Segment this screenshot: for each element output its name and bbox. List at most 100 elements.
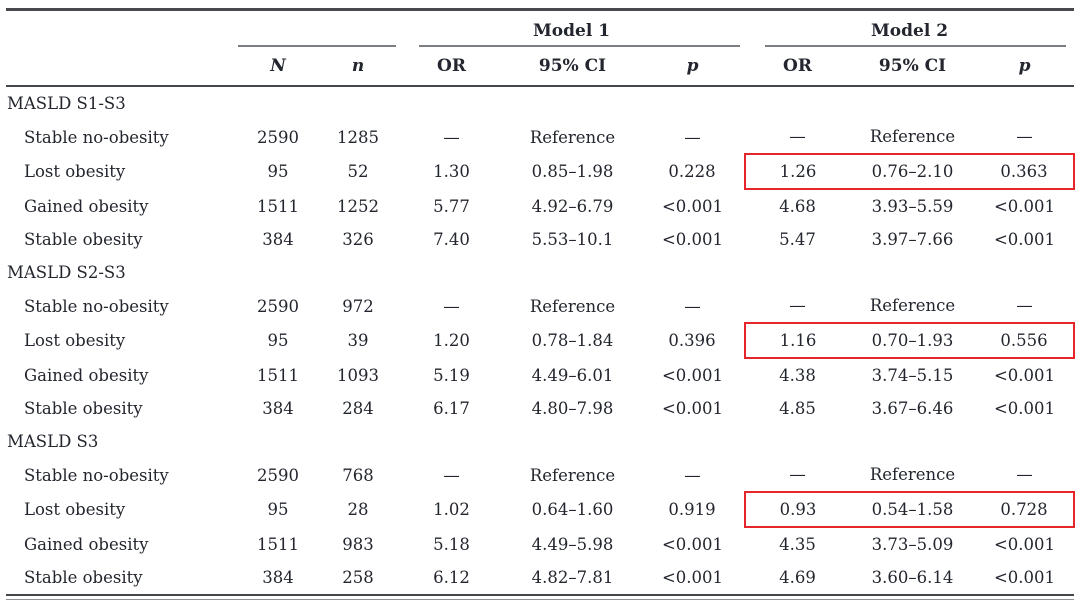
cell-or-m1: — bbox=[443, 127, 460, 147]
cell-ci-m2-highlighted: 0.70–1.93 bbox=[850, 322, 976, 359]
row-label: Lost obesity bbox=[24, 500, 126, 519]
row-label: Lost obesity bbox=[24, 331, 126, 350]
corner-cell bbox=[6, 10, 238, 48]
model2-group-header: Model 2 bbox=[745, 10, 1074, 47]
col-header-p-m1: p bbox=[640, 47, 746, 87]
cell-p-m2: <0.001 bbox=[993, 535, 1056, 554]
cell-ci-m1: 0.64–1.60 bbox=[531, 500, 614, 519]
cell-or-m2-highlighted: 1.26 bbox=[744, 153, 851, 190]
table-body: MASLD S1-S3 Stable no-obesity 2590 1285 — Ref… bbox=[6, 86, 1076, 595]
table-row: Stable no-obesity 2590 768 — Reference — — Refe… bbox=[6, 458, 1074, 492]
section-header-row: MASLD S3 bbox=[6, 425, 1074, 458]
cell-p-m2-highlighted: 0.556 bbox=[975, 322, 1076, 359]
table-row: Lost obesity 95 39 1.20 0.78–1.84 0.396 1.16 0.… bbox=[6, 322, 1076, 359]
cell-ci-m2: Reference bbox=[869, 127, 956, 146]
results-table: Model 1 Model 2 N n OR 95% CI p OR 95% C… bbox=[6, 8, 1076, 596]
section-title: MASLD S1-S3 bbox=[7, 94, 126, 113]
cell-p-m2: — bbox=[1016, 127, 1033, 146]
cell-or-m2: — bbox=[789, 465, 806, 484]
cell-ci-m2: Reference bbox=[869, 465, 956, 484]
cell-n: 983 bbox=[342, 534, 374, 554]
row-label: Gained obesity bbox=[24, 365, 149, 385]
cell-p-m1: <0.001 bbox=[661, 365, 724, 385]
cell-ci-m1: Reference bbox=[529, 296, 616, 316]
cell-n: 1252 bbox=[337, 196, 379, 216]
section-header-row: MASLD S1-S3 bbox=[6, 86, 1074, 120]
cell-p-m2: <0.001 bbox=[993, 366, 1056, 385]
cell-p-m1: — bbox=[684, 127, 701, 147]
cell-N: 95 bbox=[267, 331, 289, 350]
row-label: Stable obesity bbox=[24, 399, 143, 418]
cell-p-m1: <0.001 bbox=[661, 568, 724, 587]
col-header-ci-m1: 95% CI bbox=[505, 47, 640, 87]
cell-p-m2: — bbox=[1016, 296, 1033, 315]
table-row: Stable obesity 384 326 7.40 5.53–10.1 <0.001 5… bbox=[6, 223, 1074, 256]
cell-N: 1511 bbox=[257, 534, 299, 554]
col-header-or-m1: OR bbox=[398, 47, 505, 87]
cell-ci-m1: 0.85–1.98 bbox=[531, 162, 614, 181]
cell-n: 1093 bbox=[337, 365, 379, 385]
row-label: Stable no-obesity bbox=[24, 465, 169, 485]
cell-ci-m1: 4.49–6.01 bbox=[531, 365, 614, 385]
cell-p-m2-highlighted: 0.728 bbox=[975, 491, 1076, 528]
cell-n: 39 bbox=[347, 331, 369, 350]
cell-p-m1: 0.228 bbox=[668, 162, 716, 181]
cell-n: 258 bbox=[342, 568, 374, 587]
cell-n: 768 bbox=[342, 465, 374, 485]
cell-n: 52 bbox=[347, 162, 369, 181]
model1-group-header: Model 1 bbox=[398, 10, 745, 47]
cell-N: 384 bbox=[262, 399, 294, 418]
group-header-row: Model 1 Model 2 bbox=[6, 10, 1074, 48]
cell-or-m1: 5.77 bbox=[433, 196, 470, 216]
cell-n: 28 bbox=[347, 500, 369, 519]
cell-or-m2: 4.69 bbox=[779, 568, 816, 587]
table-row: Stable obesity 384 258 6.12 4.82–7.81 <0.001 4… bbox=[6, 561, 1074, 595]
table-row: Gained obesity 1511 1252 5.77 4.92–6.79 <0.00… bbox=[6, 189, 1074, 223]
nn-group-header bbox=[238, 10, 398, 47]
row-label: Stable obesity bbox=[24, 568, 143, 587]
cell-p-m1: <0.001 bbox=[661, 230, 724, 249]
cell-ci-m2-highlighted: 0.76–2.10 bbox=[850, 153, 976, 190]
cell-or-m1: 6.17 bbox=[433, 399, 470, 418]
cell-or-m2: 4.85 bbox=[779, 399, 816, 418]
cell-p-m2: <0.001 bbox=[993, 230, 1056, 249]
cell-ci-m2: Reference bbox=[869, 296, 956, 315]
cell-n: 1285 bbox=[337, 127, 379, 147]
row-label: Stable obesity bbox=[24, 230, 143, 249]
cell-p-m2-highlighted: 0.363 bbox=[975, 153, 1076, 190]
cell-ci-m1: 0.78–1.84 bbox=[531, 331, 614, 350]
cell-N: 1511 bbox=[257, 196, 299, 216]
cell-or-m1: 5.19 bbox=[433, 365, 470, 385]
results-table-container: Model 1 Model 2 N n OR 95% CI p OR 95% C… bbox=[6, 8, 1076, 600]
cell-p-m1: — bbox=[684, 296, 701, 316]
cell-N: 2590 bbox=[257, 296, 299, 316]
cell-or-m2: — bbox=[789, 296, 806, 315]
cell-ci-m1: 4.49–5.98 bbox=[531, 534, 614, 554]
cell-or-m1: 1.02 bbox=[433, 500, 470, 519]
cell-or-m1: 1.30 bbox=[433, 162, 470, 181]
cell-or-m1: — bbox=[443, 465, 460, 485]
cell-or-m1: 6.12 bbox=[433, 568, 470, 587]
table-row: Stable obesity 384 284 6.17 4.80–7.98 <0.001 4… bbox=[6, 392, 1074, 425]
cell-n: 326 bbox=[342, 230, 374, 249]
cell-p-m2: <0.001 bbox=[993, 399, 1056, 418]
cell-N: 2590 bbox=[257, 465, 299, 485]
cell-ci-m1: Reference bbox=[529, 465, 616, 485]
cell-or-m2: — bbox=[789, 127, 806, 146]
table-row: Gained obesity 1511 1093 5.19 4.49–6.01 <0.00… bbox=[6, 358, 1074, 392]
cell-p-m2: — bbox=[1016, 465, 1033, 484]
empty-header-cell bbox=[6, 47, 238, 87]
cell-or-m1: — bbox=[443, 296, 460, 316]
cell-or-m2: 4.38 bbox=[779, 366, 816, 385]
cell-ci-m1: Reference bbox=[529, 127, 616, 147]
cell-or-m2: 4.35 bbox=[779, 535, 816, 554]
cell-p-m1: 0.396 bbox=[668, 331, 716, 350]
cell-n: 972 bbox=[342, 296, 374, 316]
cell-n: 284 bbox=[342, 399, 374, 418]
cell-p-m2: <0.001 bbox=[993, 568, 1056, 587]
cell-p-m2: <0.001 bbox=[993, 197, 1056, 216]
cell-ci-m1: 5.53–10.1 bbox=[531, 230, 614, 249]
col-header-or-m2: OR bbox=[745, 47, 851, 87]
cell-ci-m2: 3.73–5.09 bbox=[871, 535, 954, 554]
cell-ci-m1: 4.80–7.98 bbox=[531, 399, 614, 418]
